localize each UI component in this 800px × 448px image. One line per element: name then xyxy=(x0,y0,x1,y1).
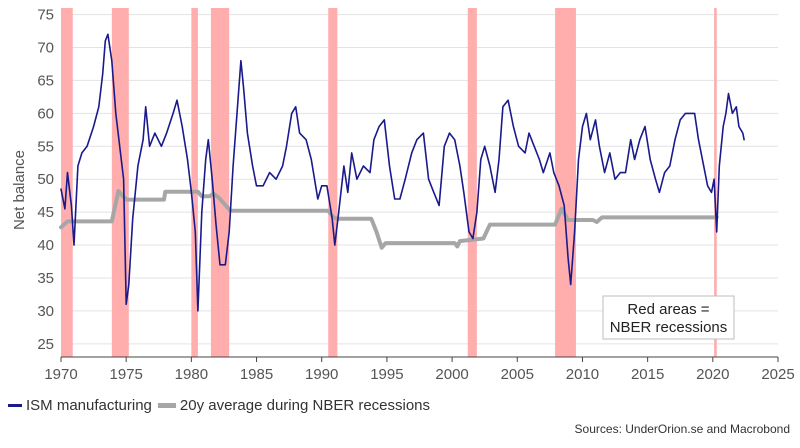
y-axis-label: Net balance xyxy=(11,150,28,230)
y-tick-label-70: 70 xyxy=(37,40,54,57)
recession-band-7 xyxy=(714,8,717,357)
y-tick-label-30: 30 xyxy=(37,303,54,320)
y-tick-label-65: 65 xyxy=(37,72,54,89)
x-tick-label-2015: 2015 xyxy=(631,366,664,383)
x-tick-label-1980: 1980 xyxy=(175,366,208,383)
legend-swatch-ism xyxy=(8,404,22,407)
x-tick-label-1970: 1970 xyxy=(44,366,77,383)
y-tick-label-60: 60 xyxy=(37,105,54,122)
recession-band-5 xyxy=(467,8,477,357)
recession-band-2 xyxy=(191,8,198,357)
annotation-line-1: Red areas = xyxy=(627,301,709,318)
x-tick-label-1975: 1975 xyxy=(109,366,142,383)
recession-band-6 xyxy=(555,8,576,357)
y-tick-label-75: 75 xyxy=(37,7,54,24)
y-tick-label-40: 40 xyxy=(37,237,54,254)
legend-item-average: 20y average during NBER recessions xyxy=(157,397,431,414)
annotation-box: Red areas = NBER recessions xyxy=(602,295,735,340)
y-tick-label-55: 55 xyxy=(37,138,54,155)
x-tick-label-2005: 2005 xyxy=(501,366,534,383)
x-tick-label-2010: 2010 xyxy=(566,366,599,383)
x-tick-label-1985: 1985 xyxy=(240,366,273,383)
legend: ISM manufacturing 20y average during NBE… xyxy=(8,397,436,414)
y-tick-label-50: 50 xyxy=(37,171,54,188)
legend-swatch-average xyxy=(157,403,176,408)
recession-band-3 xyxy=(210,8,230,357)
gridlines xyxy=(61,14,778,345)
y-tick-label-35: 35 xyxy=(37,270,54,287)
x-tick-label-1990: 1990 xyxy=(305,366,338,383)
source-note: Sources: UnderOrion.se and Macrobond xyxy=(574,422,790,436)
x-tick-label-1995: 1995 xyxy=(370,366,403,383)
series-lines xyxy=(59,33,745,312)
legend-label-ism: ISM manufacturing xyxy=(26,397,152,414)
x-tick-label-2000: 2000 xyxy=(435,366,468,383)
x-tick-label-2025: 2025 xyxy=(761,366,794,383)
legend-label-average: 20y average during NBER recessions xyxy=(179,397,431,414)
y-tick-label-45: 45 xyxy=(37,204,54,221)
recession-band-1 xyxy=(111,8,129,357)
axes: 25 30 35 40 45 50 55 60 65 70 75 1970 1975 1980 1985 19… xyxy=(37,7,794,383)
x-tick-label-2020: 2020 xyxy=(696,366,729,383)
series-line-ism-manufacturing xyxy=(60,33,745,312)
series-line-20y-average xyxy=(59,189,719,250)
recession-band-4 xyxy=(328,8,338,357)
annotation-line-2: NBER recessions xyxy=(610,319,728,336)
y-tick-label-25: 25 xyxy=(37,336,54,353)
legend-item-ism: ISM manufacturing xyxy=(8,397,152,414)
